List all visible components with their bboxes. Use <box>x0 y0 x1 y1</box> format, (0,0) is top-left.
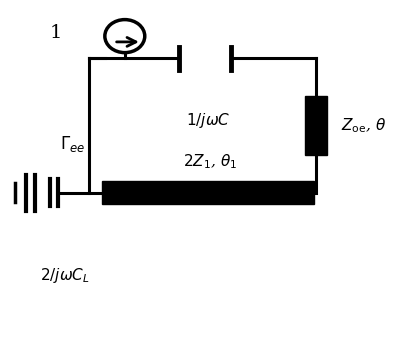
Text: $2/j\omega C_L$: $2/j\omega C_L$ <box>40 266 89 285</box>
Text: $Z_{\rm oe}$, $\theta$: $Z_{\rm oe}$, $\theta$ <box>342 116 386 135</box>
Text: 1: 1 <box>50 24 62 42</box>
Bar <box>102 182 314 204</box>
Bar <box>305 96 327 155</box>
Text: $\Gamma_{ee}$: $\Gamma_{ee}$ <box>60 135 85 154</box>
Text: $1/j\omega C$: $1/j\omega C$ <box>186 111 230 130</box>
Text: $2Z_1$, $\theta_1$: $2Z_1$, $\theta_1$ <box>183 152 237 171</box>
